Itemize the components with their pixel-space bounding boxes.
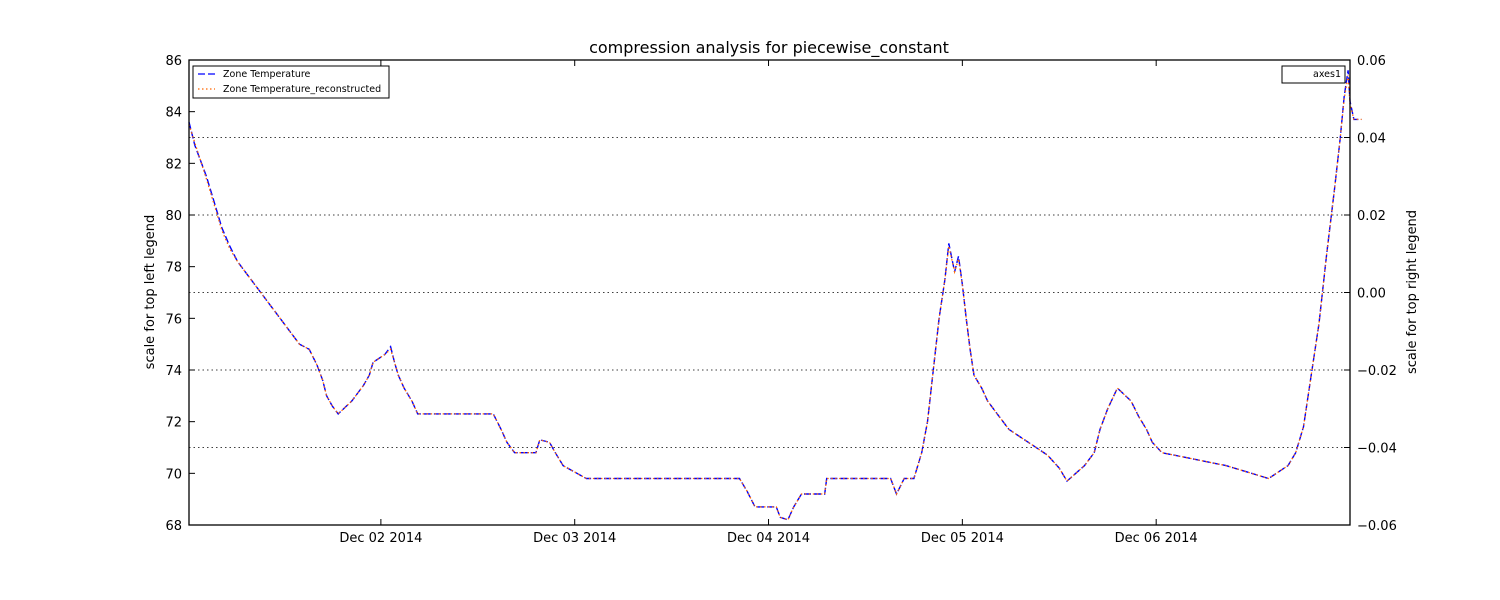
right-tick-label: −0.02 — [1357, 364, 1397, 379]
right-tick-label: 0.06 — [1357, 54, 1386, 69]
left-tick-label: 76 — [165, 312, 182, 327]
left-tick-label: 78 — [165, 261, 182, 276]
x-tick-label: Dec 05 2014 — [921, 531, 1004, 546]
legend-box-right — [1281, 65, 1346, 84]
x-tick-label: Dec 06 2014 — [1115, 531, 1198, 546]
legend-label-axes1: axes1 — [1313, 69, 1341, 80]
right-y-axis: −0.06 −0.04 −0.02 0.00 0.02 0.04 0.06 — [1344, 54, 1397, 534]
legend-label-zone-temperature: Zone Temperature — [223, 69, 311, 80]
series-layer — [188, 70, 1362, 521]
series-line-zone-temperature-reconstructed — [188, 75, 1362, 521]
x-tick-label: Dec 04 2014 — [727, 531, 810, 546]
right-tick-label: −0.04 — [1357, 442, 1397, 457]
legend-top-left: Zone Temperature Zone Temperature_recons… — [192, 65, 390, 99]
legend-top-right: axes1 — [1281, 65, 1346, 84]
x-tick-label: Dec 03 2014 — [533, 531, 616, 546]
right-tick-label: 0.02 — [1357, 209, 1386, 224]
right-tick-label: −0.06 — [1357, 519, 1397, 534]
left-y-axis: 68 70 72 74 76 78 80 82 84 86 — [165, 54, 195, 534]
left-tick-label: 80 — [165, 209, 182, 224]
x-axis: Dec 02 2014 Dec 03 2014 Dec 04 2014 Dec 05 … — [339, 60, 1198, 546]
chart-title: compression analysis for piecewise_const… — [589, 38, 949, 58]
left-tick-label: 74 — [165, 364, 182, 379]
right-tick-label: 0.00 — [1357, 287, 1386, 302]
legend-label-zone-temperature-reconstructed: Zone Temperature_reconstructed — [223, 84, 381, 95]
left-tick-label: 68 — [165, 519, 182, 534]
left-tick-label: 82 — [165, 157, 182, 172]
legend-box-left — [192, 65, 390, 99]
right-tick-label: 0.04 — [1357, 132, 1386, 147]
left-tick-label: 70 — [165, 467, 182, 482]
left-tick-label: 84 — [165, 106, 182, 121]
series-line-zone-temperature — [188, 70, 1362, 521]
gridlines — [189, 137, 1350, 448]
x-tick-label: Dec 02 2014 — [339, 531, 422, 546]
left-tick-label: 86 — [165, 54, 182, 69]
left-y-axis-label: scale for top left legend — [143, 215, 158, 370]
left-tick-label: 72 — [165, 416, 182, 431]
right-y-axis-label: scale for top right legend — [1405, 210, 1420, 374]
